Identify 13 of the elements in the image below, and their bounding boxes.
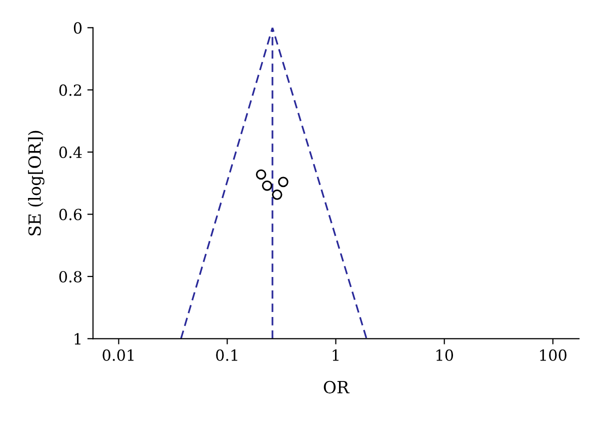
x-tick-label: 0.01 (102, 349, 134, 361)
y-tick-label: 1 (74, 333, 80, 344)
x-tick-label: 0.1 (216, 349, 238, 361)
y-tick-label: 0.4 (59, 146, 82, 158)
x-tick-label: 10 (436, 349, 454, 361)
x-tick-label: 100 (540, 349, 566, 361)
y-tick-label: 0 (74, 22, 82, 34)
x-axis-title: OR (324, 380, 350, 394)
y-tick-label: 0.6 (59, 208, 82, 220)
y-axis-title: SE (log[OR]) (28, 130, 44, 236)
x-tick-label: 1 (332, 349, 338, 361)
y-tick-label: 0.2 (59, 84, 82, 96)
y-tick-label: 0.8 (59, 270, 82, 282)
